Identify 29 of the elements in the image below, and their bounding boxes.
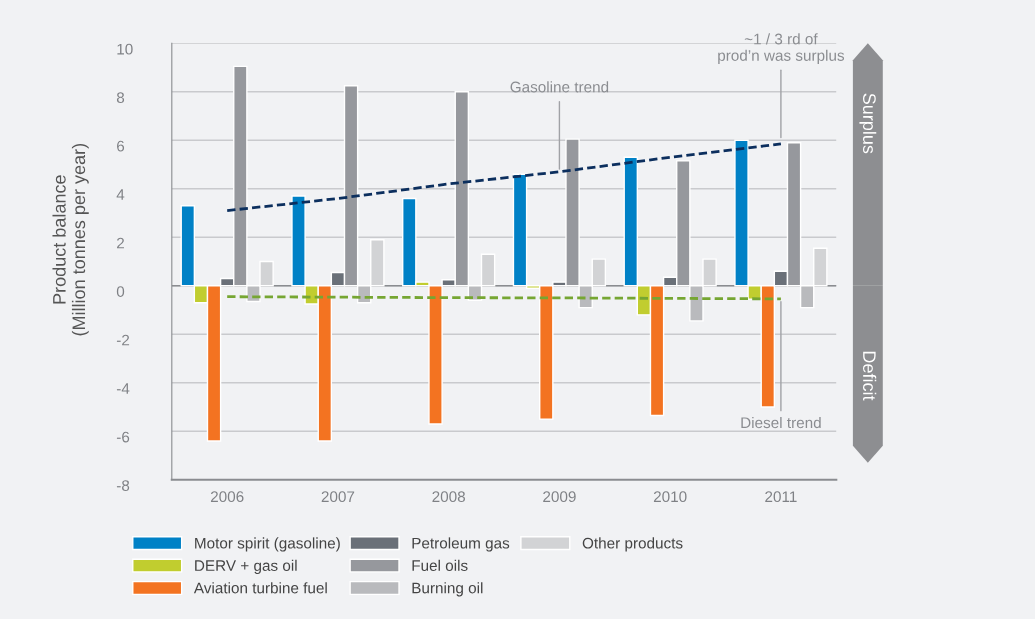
legend-label: DERV + gas oil [195, 559, 297, 575]
y-tick-label: 2 [117, 237, 124, 249]
y-axis-title: Product balance (Million tonnes per year) [52, 143, 89, 336]
text: Surplus [859, 93, 877, 154]
legend-label: Motor spirit (gasoline) [195, 537, 340, 552]
annotation: Diesel trend [741, 416, 821, 429]
y-tick-label: 4 [116, 189, 125, 200]
legend-label: Burning oil [412, 582, 483, 597]
legend-label: Petroleum gas [412, 537, 510, 552]
y-tick-label: 10 [117, 43, 133, 55]
annotation: Gasoline trend [510, 81, 609, 93]
x-tick-label: 2007 [321, 491, 355, 503]
y-tick-label: -8 [116, 480, 130, 491]
legend-label: Fuel oils [412, 559, 468, 571]
y-tick-label: 6 [117, 140, 125, 152]
annotation: ~1 / 3 rd of prod’n was surplus [718, 33, 845, 64]
x-tick-label: 2009 [543, 491, 576, 503]
text: Deficit [863, 351, 877, 401]
x-tick-label: 2010 [653, 491, 687, 503]
y-tick-label: -2 [116, 334, 130, 346]
legend-label: Aviation turbine fuel [193, 582, 327, 594]
x-tick-label: 2011 [765, 491, 797, 503]
legend-label: Other products [582, 537, 683, 552]
y-tick-label: 0 [116, 286, 125, 297]
x-tick-label: 2008 [432, 491, 465, 503]
x-tick-label: 2006 [210, 491, 244, 503]
y-tick-label: -4 [116, 383, 130, 394]
y-tick-label: 8 [116, 92, 125, 104]
y-tick-label: -6 [116, 431, 130, 443]
